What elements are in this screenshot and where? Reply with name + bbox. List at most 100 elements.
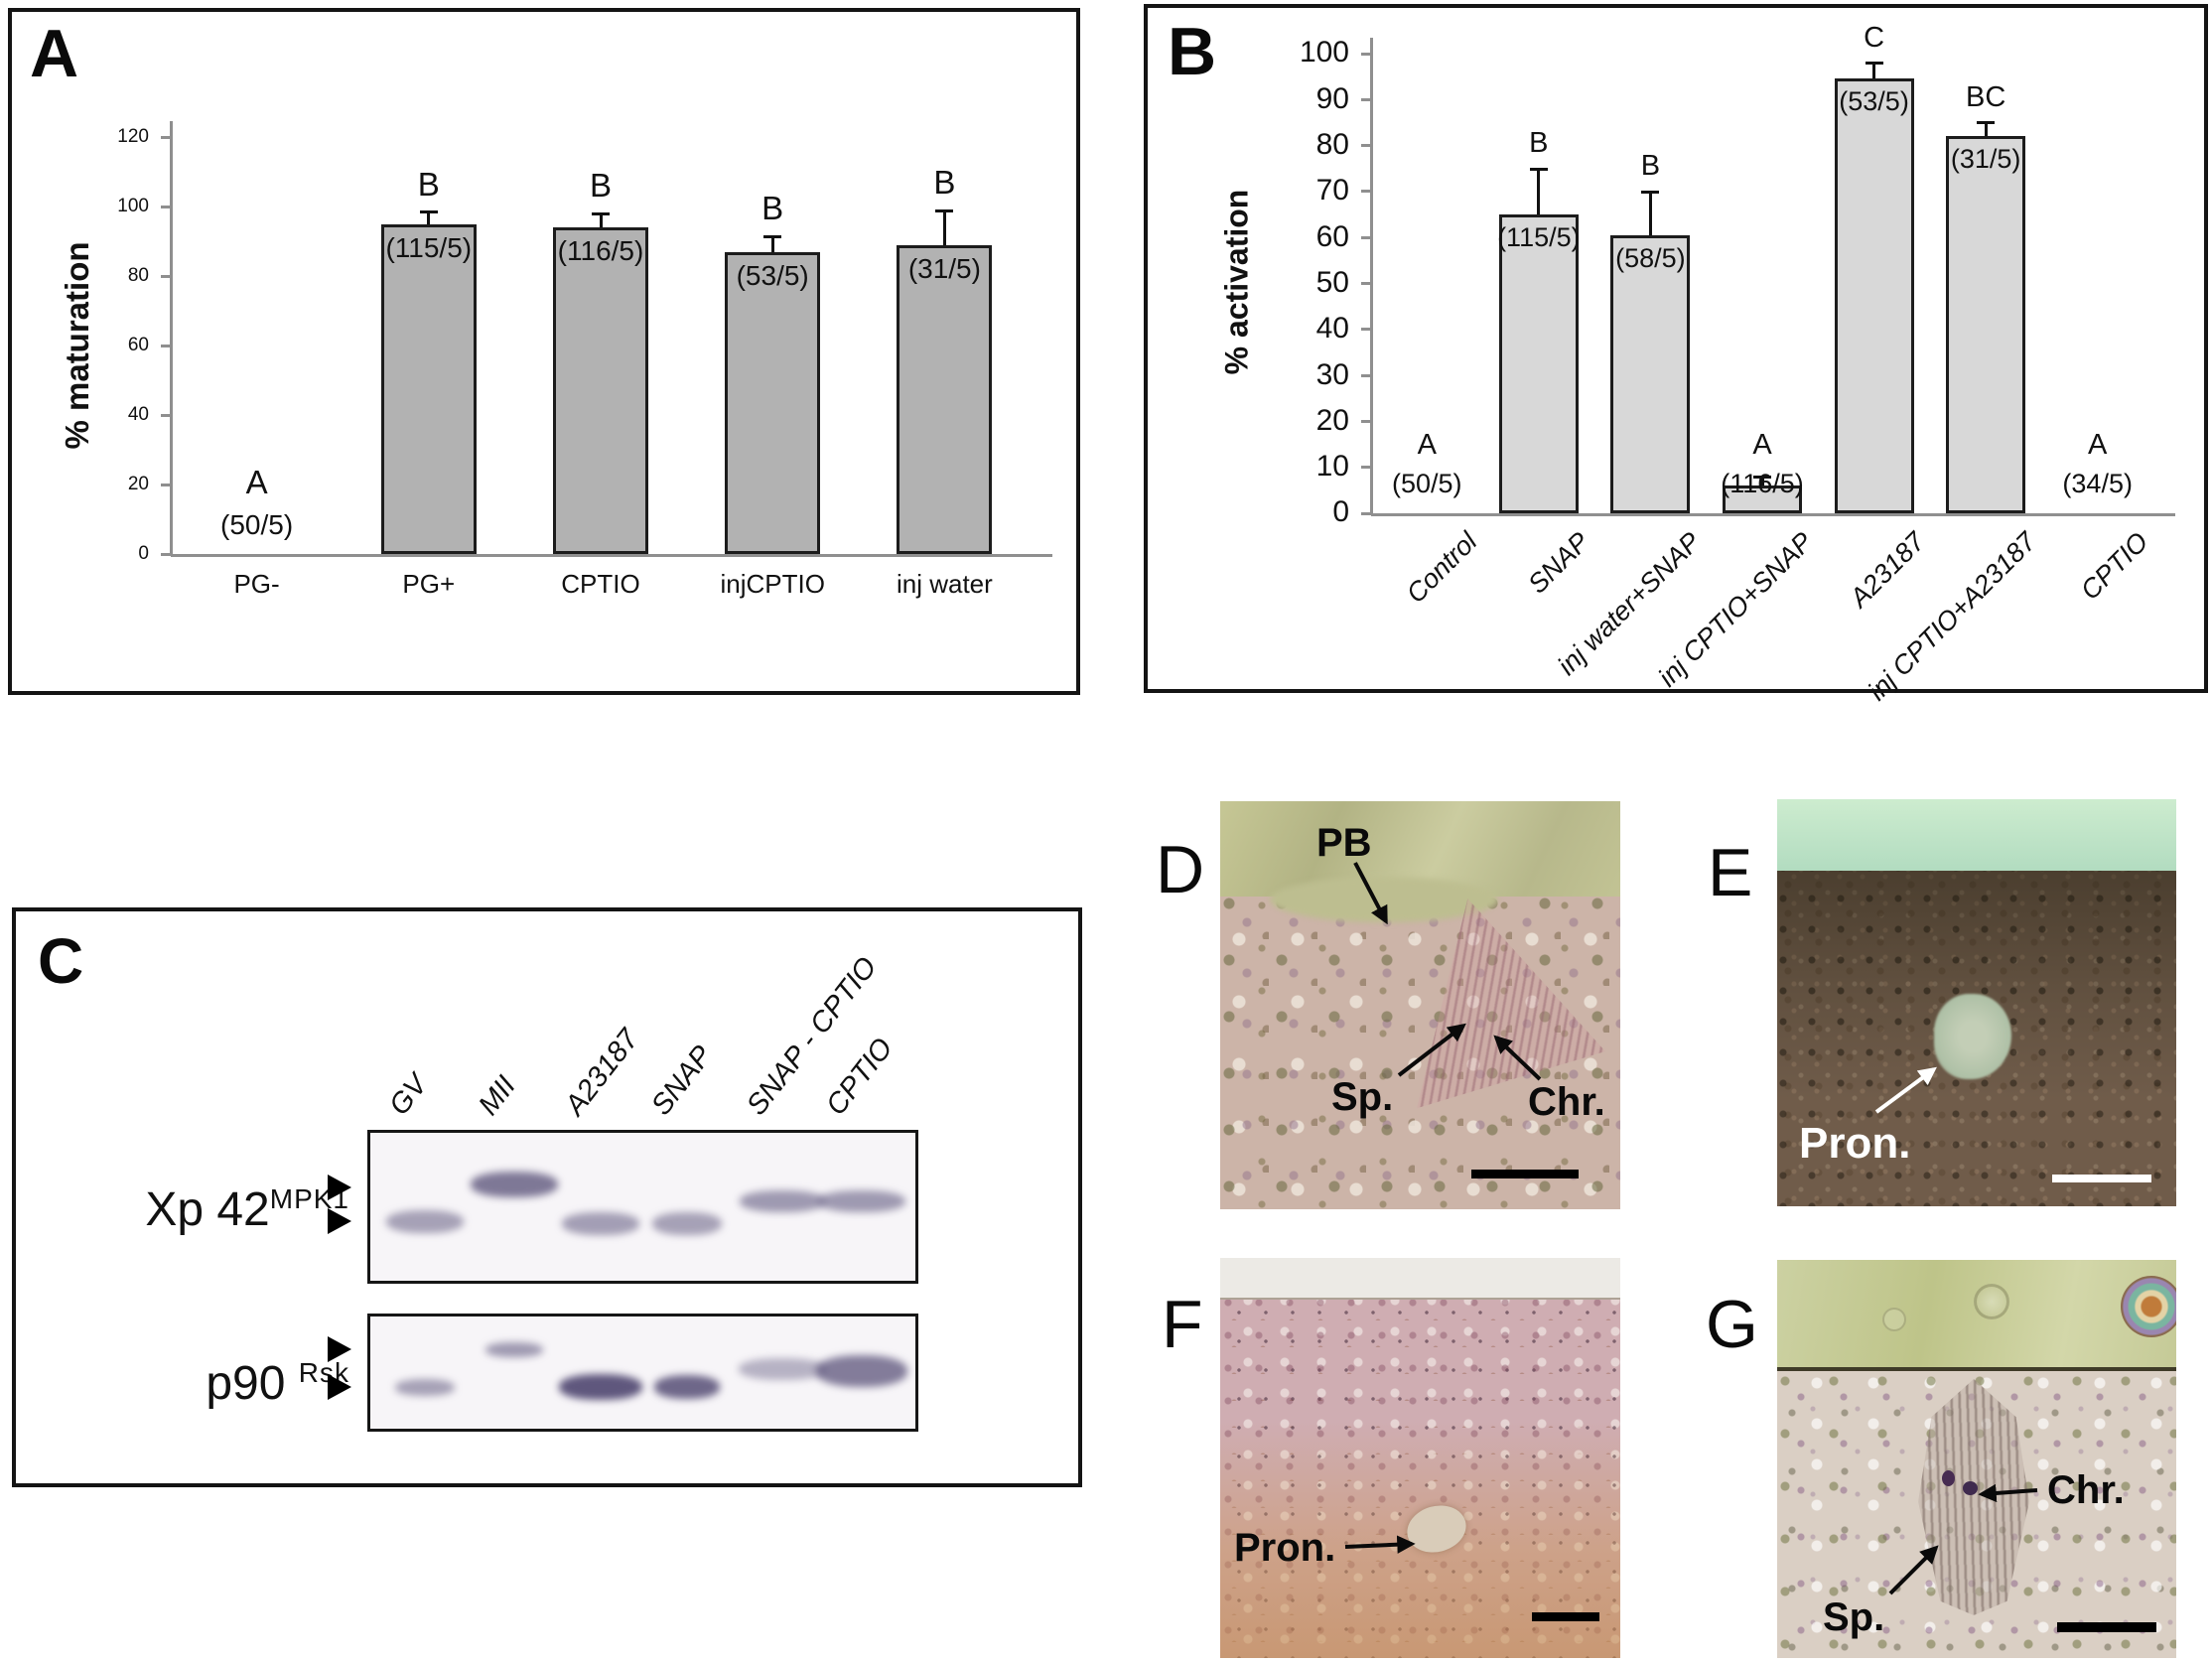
- band-arrowhead-icon: [328, 1208, 351, 1234]
- x-tick-label: CPTIO: [2074, 526, 2154, 606]
- y-tick: [1361, 419, 1371, 423]
- sig-letter: B: [417, 165, 440, 203]
- band-arrowhead-icon: [328, 1374, 351, 1400]
- bubble: [1882, 1308, 1906, 1331]
- sig-letter: B: [1640, 150, 1661, 183]
- y-tick-label: 60: [1315, 219, 1349, 253]
- x-tick-label: CPTIO: [561, 569, 640, 599]
- annotation-arrows: [1874, 1066, 1937, 1114]
- annotation-arrows: [1344, 1535, 1416, 1554]
- y-tick-label: 10: [1315, 450, 1349, 484]
- y-tick: [161, 344, 171, 347]
- error-bar: [770, 235, 774, 252]
- micrograph-f: Pron.: [1220, 1258, 1620, 1658]
- protein-band: [395, 1378, 455, 1396]
- y-tick: [1361, 144, 1371, 148]
- y-tick: [1361, 328, 1371, 332]
- y-tick-label: 100: [117, 196, 149, 217]
- y-tick-label: 50: [1315, 265, 1349, 299]
- annotation-arrows: [1353, 862, 1542, 1081]
- x-tick-label: injCPTIO: [720, 569, 825, 599]
- sig-letter: A: [1752, 428, 1772, 461]
- x-axis: [1371, 513, 2175, 516]
- y-tick: [1361, 190, 1371, 194]
- activation-bar-chart: % activation 0 10 20 30 40 50 60 70 80 90 100 A (50/…: [1152, 12, 2200, 706]
- y-tick-label: 80: [1315, 128, 1349, 161]
- western-blot-area: Xp 42MPK1 p90 Rsk GV MII A23187 SNAP SNAP - …: [16, 911, 1078, 1483]
- y-tick-label: 30: [1315, 357, 1349, 391]
- micrograph-e: Pron.: [1777, 799, 2176, 1206]
- chr-arrow: [1493, 1035, 1542, 1081]
- count-label: (115/5): [385, 231, 473, 263]
- count-label: (50/5): [1392, 469, 1462, 498]
- sig-letter: A: [2088, 428, 2108, 461]
- protein-band: [816, 1355, 907, 1387]
- y-tick-label: 120: [117, 126, 149, 148]
- y-tick: [1361, 235, 1371, 239]
- bar: [1498, 214, 1579, 513]
- sp-label: Sp.: [1823, 1595, 1885, 1639]
- panel-f-letter: F: [1162, 1287, 1203, 1362]
- count-label: (116/5): [1721, 469, 1804, 498]
- chromosome-dot: [1963, 1481, 1978, 1495]
- y-tick: [1361, 52, 1371, 56]
- sig-letter: B: [589, 167, 612, 205]
- error-bar-cap: [1977, 121, 1996, 125]
- spindle-structure: [1918, 1379, 2029, 1615]
- pb-label: PB: [1316, 821, 1372, 865]
- pron-label: Pron.: [1799, 1119, 1911, 1168]
- bar: [1610, 234, 1691, 513]
- blot-row-label-text: p90: [206, 1357, 286, 1410]
- error-bar-cap: [1529, 167, 1548, 171]
- lane-label: SNAP: [644, 1039, 719, 1122]
- lane-label: GV: [382, 1068, 435, 1122]
- bar: [897, 244, 993, 554]
- error-bar: [599, 213, 603, 227]
- protein-band: [562, 1211, 639, 1235]
- y-tick-label: 20: [1315, 403, 1349, 437]
- protein-band: [559, 1374, 642, 1400]
- protein-band: [818, 1190, 905, 1212]
- x-tick-label: Control: [1401, 526, 1483, 610]
- y-tick: [1361, 466, 1371, 470]
- sp-arrow: [1888, 1545, 1939, 1595]
- panel-d-letter: D: [1156, 832, 1205, 907]
- bar: [725, 251, 821, 554]
- count-label: (31/5): [907, 252, 981, 284]
- sig-letter: A: [1417, 428, 1437, 461]
- error-bar-cap: [1641, 190, 1660, 194]
- x-tick-label: PG+: [402, 569, 456, 599]
- x-tick-label: SNAP: [1522, 526, 1595, 600]
- panel-b-letter: B: [1168, 14, 1217, 89]
- y-axis: [1369, 38, 1373, 513]
- pb-arrow: [1353, 862, 1388, 925]
- sig-letter: B: [1529, 127, 1549, 160]
- protein-band: [652, 1211, 722, 1235]
- y-tick: [161, 413, 171, 417]
- count-label: (116/5): [557, 235, 644, 266]
- sig-letter: A: [245, 464, 268, 501]
- error-bar: [1760, 476, 1764, 486]
- pron-arrow: [1874, 1066, 1937, 1114]
- y-tick-label: 40: [127, 404, 149, 426]
- y-tick: [161, 205, 171, 208]
- sig-letter: B: [933, 163, 956, 201]
- count-label: (115/5): [1497, 222, 1581, 253]
- blot-image: [367, 1130, 918, 1284]
- error-bar-cap: [1865, 62, 1883, 66]
- bar: [1834, 78, 1914, 513]
- lane-label: A23187: [558, 1023, 645, 1122]
- blot-row-label-xp42: Xp 42MPK1: [46, 1183, 349, 1237]
- maturation-bar-chart: % maturation 0 20 40 60 80 100 120 A (50/5) PG- B(…: [16, 16, 1072, 687]
- bar: [553, 227, 648, 554]
- panel-a-letter: A: [30, 16, 79, 91]
- x-tick-label: inj water+SNAP: [1552, 526, 1707, 681]
- scale-bar: [1471, 1170, 1579, 1178]
- count-label: (53/5): [736, 259, 809, 291]
- sig-letter: C: [1864, 21, 1885, 54]
- error-bar: [1648, 191, 1652, 235]
- y-tick: [161, 483, 171, 486]
- x-tick-label: inj CPTIO+SNAP: [1652, 526, 1819, 693]
- panel-g-letter: G: [1706, 1287, 1758, 1362]
